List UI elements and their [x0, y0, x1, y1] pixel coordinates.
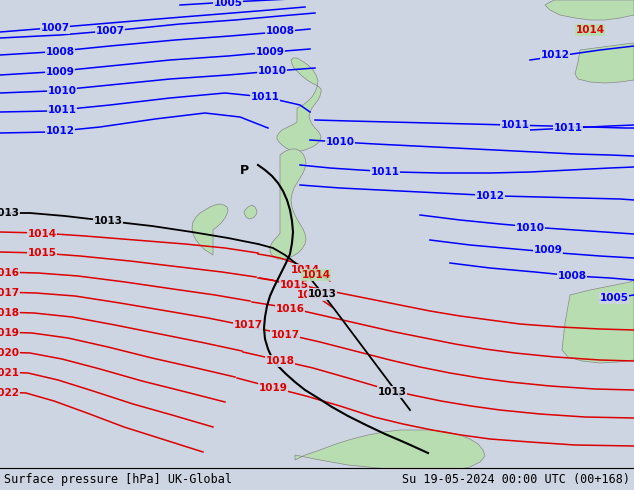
- Text: Surface pressure [hPa] UK-Global: Surface pressure [hPa] UK-Global: [4, 472, 232, 486]
- Text: 1007: 1007: [41, 23, 70, 33]
- Text: 1014: 1014: [27, 229, 56, 239]
- Text: 1014: 1014: [301, 270, 330, 280]
- Text: 1017: 1017: [233, 320, 262, 330]
- Text: 1007: 1007: [96, 26, 124, 36]
- Text: 1008: 1008: [46, 47, 75, 57]
- Text: 1014: 1014: [290, 265, 320, 275]
- Polygon shape: [192, 204, 228, 255]
- Text: Su 19-05-2024 00:00 UTC (00+168): Su 19-05-2024 00:00 UTC (00+168): [402, 472, 630, 486]
- Text: 1012: 1012: [476, 191, 505, 201]
- Text: 1021: 1021: [0, 368, 20, 378]
- Text: 1005: 1005: [600, 293, 628, 303]
- Text: 1013: 1013: [93, 216, 122, 226]
- Polygon shape: [270, 149, 306, 259]
- Text: 1020: 1020: [0, 348, 20, 358]
- Text: 1010: 1010: [325, 137, 354, 147]
- Text: 1011: 1011: [48, 105, 77, 115]
- Polygon shape: [295, 430, 485, 471]
- Text: 1009: 1009: [46, 67, 74, 77]
- Bar: [0, 468, 634, 490]
- Polygon shape: [562, 280, 634, 363]
- Text: 1010: 1010: [48, 86, 77, 96]
- Text: 1015: 1015: [297, 290, 325, 300]
- Text: 1018: 1018: [266, 356, 295, 366]
- Text: 1016: 1016: [276, 304, 304, 314]
- Text: 1008: 1008: [266, 26, 295, 36]
- Text: 1018: 1018: [0, 308, 20, 318]
- Text: 1010: 1010: [257, 66, 287, 76]
- Text: 1014: 1014: [576, 25, 605, 35]
- Text: 1019: 1019: [0, 328, 20, 338]
- Text: 1019: 1019: [259, 383, 287, 393]
- Text: 1010: 1010: [515, 223, 545, 233]
- Text: 1005: 1005: [214, 0, 242, 8]
- Text: 1011: 1011: [553, 123, 583, 133]
- Text: 1009: 1009: [534, 245, 562, 255]
- Text: 1012: 1012: [541, 50, 569, 60]
- Polygon shape: [277, 58, 321, 151]
- Text: 1013: 1013: [377, 387, 406, 397]
- Text: 1008: 1008: [557, 271, 586, 281]
- Text: 1022: 1022: [0, 388, 20, 398]
- Text: 1015: 1015: [280, 280, 309, 290]
- Text: 1011: 1011: [250, 92, 280, 102]
- Polygon shape: [244, 205, 257, 219]
- Polygon shape: [545, 0, 634, 20]
- Text: 1013: 1013: [0, 208, 20, 218]
- Text: 1013: 1013: [307, 289, 337, 299]
- Text: 1011: 1011: [500, 120, 529, 130]
- Bar: [250, 167, 255, 172]
- Text: 1009: 1009: [256, 47, 285, 57]
- Text: 1011: 1011: [370, 167, 399, 177]
- Polygon shape: [575, 43, 634, 83]
- Text: P: P: [240, 164, 249, 176]
- Text: 1016: 1016: [0, 268, 20, 278]
- Text: 1012: 1012: [46, 126, 75, 136]
- Text: 1015: 1015: [27, 248, 56, 258]
- Text: 1017: 1017: [0, 288, 20, 298]
- Text: 1017: 1017: [271, 330, 299, 340]
